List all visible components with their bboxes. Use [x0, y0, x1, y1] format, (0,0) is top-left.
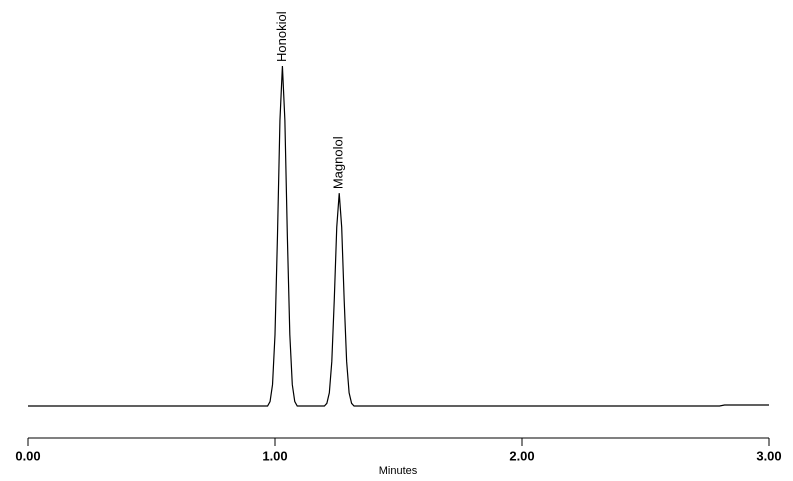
x-tick-label: 2.00 [509, 448, 534, 463]
trace [28, 65, 769, 407]
x-tick-label: 1.00 [262, 448, 287, 463]
peak-label: Magnolol [331, 136, 346, 189]
x-axis-label: Minutes [379, 465, 418, 477]
peak-label: Honokiol [274, 11, 289, 62]
x-tick-label: 0.00 [15, 448, 40, 463]
x-tick-label: 3.00 [756, 448, 781, 463]
